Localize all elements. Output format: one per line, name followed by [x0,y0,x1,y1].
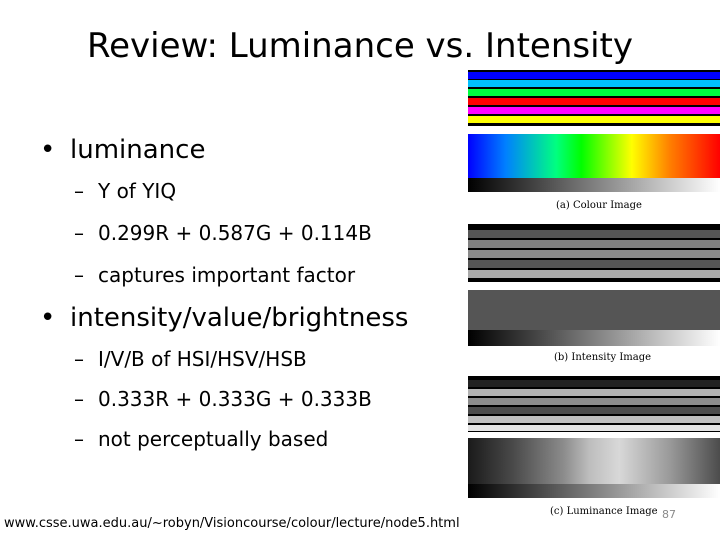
dash-icon: – [74,221,84,245]
intensity-bar [468,270,720,278]
colour-bar [468,98,720,105]
subitem-intensity-formula: –0.333R + 0.333G + 0.333B [74,386,372,412]
subitem-text: 0.333R + 0.333G + 0.333B [98,387,372,411]
page-number: 87 [662,508,676,521]
subitem-y-of-yiq: – Y of YIQ [74,178,176,204]
dash-icon: – [74,427,84,451]
luminance-bar [468,416,720,423]
intensity-bars [468,224,720,282]
intensity-bar [468,260,720,268]
intensity-bar [468,230,720,238]
bullet-text: luminance [70,135,206,165]
dash-icon: – [74,263,84,287]
dash-icon: – [74,387,84,411]
dash-icon: – [74,347,84,371]
bullet-luminance: • luminance [40,134,205,166]
subitem-captures-factor: – captures important factor [74,262,355,288]
colour-grey-ramp [468,178,720,192]
subitem-luminance-formula: –0.299R + 0.587G + 0.114B [74,220,372,246]
luminance-bar [468,380,720,387]
colour-spectrum [468,134,720,178]
luminance-bar [468,407,720,414]
source-link[interactable]: www.csse.uwa.edu.au/~robyn/Visioncourse/… [4,516,460,531]
colour-bars [468,70,720,126]
bullet-dot-icon: • [40,303,56,333]
subitem-not-perceptual: – not perceptually based [74,426,328,452]
slide-title: Review: Luminance vs. Intensity [87,26,633,66]
intensity-bar [468,240,720,248]
colour-bar [468,89,720,96]
luminance-bar [468,425,720,431]
bullet-text: intensity/value/brightness [70,303,409,333]
bullet-dot-icon: • [40,135,56,165]
luminance-bar [468,389,720,396]
intensity-bar [468,250,720,258]
luminance-grey-ramp [468,484,720,498]
luminance-bars [468,376,720,432]
intensity-grey-ramp [468,330,720,346]
subitem-text: captures important factor [98,263,356,287]
colour-bar [468,80,720,87]
subitem-text: 0.299R + 0.587G + 0.114B [98,221,372,245]
caption-luminance: (c) Luminance Image [550,506,658,517]
caption-intensity: (b) Intensity Image [554,352,652,363]
intensity-flat [468,290,720,330]
comparison-figure: (a) Colour Image (b) Intensity Image (c)… [468,70,720,530]
caption-colour: (a) Colour Image [556,200,642,211]
subitem-text: I/V/B of HSI/HSV/HSB [98,347,307,371]
colour-bar [468,72,720,79]
colour-bar [468,116,720,123]
subitem-ivb: – I/V/B of HSI/HSV/HSB [74,346,307,372]
luminance-spectrum [468,438,720,484]
dash-icon: – [74,179,84,203]
bullet-intensity: • intensity/value/brightness [40,302,408,334]
luminance-bar [468,398,720,405]
subitem-text: not perceptually based [98,427,329,451]
colour-bar [468,107,720,114]
subitem-text: Y of YIQ [98,179,177,203]
